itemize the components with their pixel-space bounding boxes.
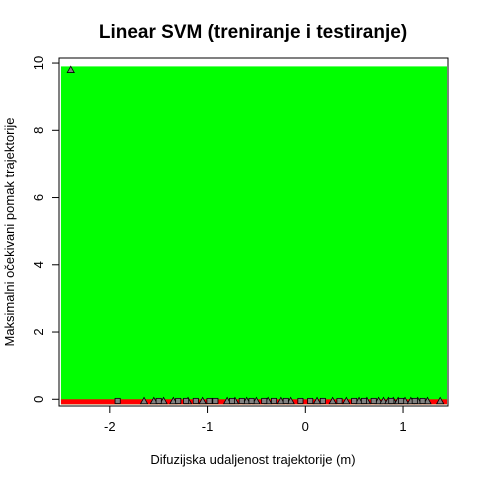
triangle-point bbox=[222, 396, 232, 405]
x-axis-label: Difuzijska udaljenost trajektorije (m) bbox=[150, 452, 355, 467]
chart-title: Linear SVM (treniranje i testiranje) bbox=[99, 22, 407, 43]
triangle-point bbox=[159, 396, 168, 405]
square-point bbox=[370, 397, 377, 404]
square-point bbox=[419, 397, 426, 404]
y-axis-label: Maksimalni očekivani pomak trajektorije bbox=[2, 117, 17, 346]
triangle-point bbox=[423, 396, 432, 405]
square-point bbox=[228, 397, 235, 404]
triangle-point bbox=[436, 396, 445, 405]
triangle-point bbox=[286, 396, 295, 405]
x-tick-label: -1 bbox=[202, 419, 214, 434]
x-tick-label: 1 bbox=[399, 419, 406, 434]
square-point bbox=[248, 397, 255, 404]
x-axis: -2 -1 0 1 bbox=[104, 405, 407, 434]
triangle-point bbox=[312, 396, 322, 405]
square-point bbox=[238, 397, 245, 404]
square-point bbox=[155, 397, 162, 404]
square-point bbox=[183, 397, 190, 404]
x-tick-label: -2 bbox=[104, 419, 116, 434]
y-axis: 0 2 4 6 8 10 bbox=[31, 56, 60, 403]
triangle-point bbox=[139, 396, 149, 405]
square-point bbox=[360, 397, 367, 404]
square-point bbox=[319, 397, 326, 404]
triangle-point bbox=[252, 396, 261, 405]
triangle-point bbox=[169, 396, 178, 405]
y-tick-label: 2 bbox=[31, 328, 46, 335]
square-point bbox=[411, 397, 418, 404]
triangle-point bbox=[149, 396, 158, 405]
triangle-point bbox=[276, 396, 286, 405]
square-point bbox=[297, 397, 304, 404]
square-point bbox=[114, 397, 121, 404]
square-point bbox=[212, 397, 219, 404]
square-point bbox=[175, 397, 182, 404]
triangle-point bbox=[198, 396, 207, 405]
triangle-point bbox=[354, 396, 364, 405]
y-tick-label: 4 bbox=[31, 261, 46, 268]
square-point bbox=[351, 397, 358, 404]
triangle-point bbox=[328, 396, 337, 405]
y-tick-label: 0 bbox=[31, 396, 46, 403]
square-point bbox=[282, 397, 289, 404]
y-tick-label: 8 bbox=[31, 127, 46, 134]
triangle-point bbox=[374, 396, 383, 405]
triangle-point bbox=[342, 396, 351, 405]
square-point bbox=[271, 397, 278, 404]
y-tick-label: 6 bbox=[31, 194, 46, 201]
triangle-point bbox=[66, 65, 75, 73]
square-point bbox=[388, 397, 395, 404]
y-tick-label: 10 bbox=[31, 56, 46, 70]
square-point bbox=[261, 397, 268, 404]
region-green bbox=[60, 66, 448, 405]
triangle-point bbox=[242, 396, 251, 405]
triangle-point bbox=[379, 396, 388, 405]
data-points bbox=[66, 65, 445, 405]
square-point bbox=[192, 397, 199, 404]
square-point bbox=[398, 397, 405, 404]
square-point bbox=[206, 397, 213, 404]
x-tick-label: 0 bbox=[302, 419, 309, 434]
decision-regions bbox=[60, 66, 448, 405]
square-point bbox=[307, 397, 314, 404]
square-point bbox=[336, 397, 343, 404]
